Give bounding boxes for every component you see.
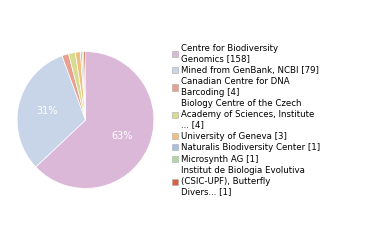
Wedge shape xyxy=(68,52,86,120)
Wedge shape xyxy=(17,56,85,167)
Wedge shape xyxy=(62,54,86,120)
Text: 31%: 31% xyxy=(36,106,58,116)
Wedge shape xyxy=(36,52,154,188)
Wedge shape xyxy=(80,52,86,120)
Legend: Centre for Biodiversity
Genomics [158], Mined from GenBank, NCBI [79], Canadian : Centre for Biodiversity Genomics [158], … xyxy=(171,44,320,196)
Wedge shape xyxy=(75,52,86,120)
Wedge shape xyxy=(84,52,86,120)
Wedge shape xyxy=(82,52,86,120)
Text: 63%: 63% xyxy=(111,131,133,141)
